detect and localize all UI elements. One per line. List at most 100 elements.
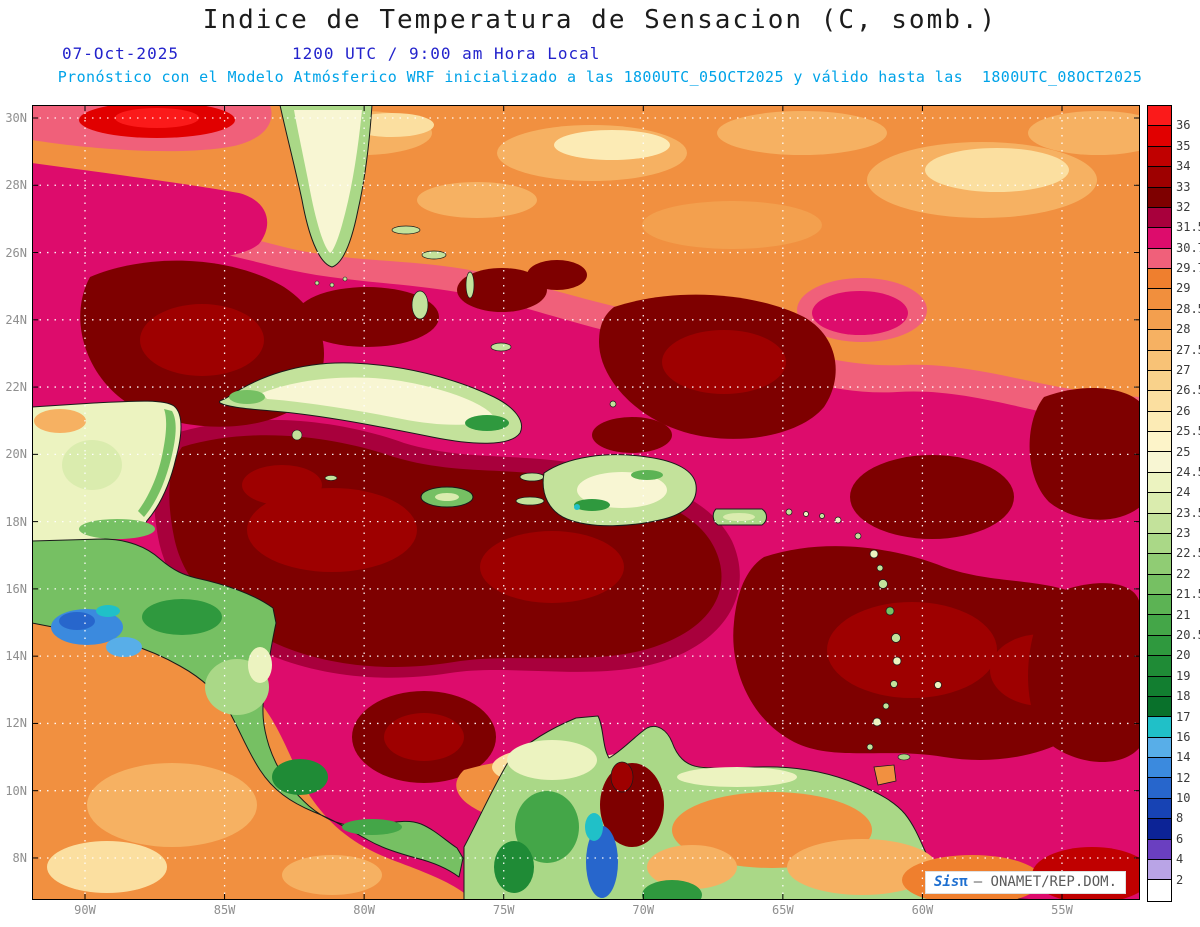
colorbar-swatch bbox=[1148, 798, 1171, 820]
colorbar-tick-label: 31.5 bbox=[1176, 220, 1200, 235]
colorbar-swatch bbox=[1148, 635, 1171, 657]
colorbar-tick-label: 28 bbox=[1176, 322, 1191, 337]
colorbar-tick-label: 27 bbox=[1176, 363, 1191, 377]
colorbar-swatch bbox=[1148, 472, 1171, 494]
colorbar-swatch bbox=[1148, 309, 1171, 331]
colorbar-swatch bbox=[1148, 778, 1171, 799]
colorbar-swatch bbox=[1148, 411, 1171, 432]
lat-label: 28N bbox=[5, 178, 27, 193]
colorbar-tick-label: 28.5 bbox=[1176, 301, 1200, 316]
colorbar-swatch bbox=[1148, 350, 1171, 371]
pi-symbol: π bbox=[959, 874, 968, 890]
colorbar-tick-label: 18 bbox=[1176, 689, 1191, 704]
colorbar-swatch bbox=[1148, 106, 1171, 127]
atlantic-heat-field bbox=[32, 105, 1140, 427]
page-title: Indice de Temperatura de Sensacion (C, s… bbox=[202, 5, 998, 35]
jamaica-island bbox=[420, 486, 474, 508]
caribbean-heat-maxima bbox=[80, 260, 1140, 783]
colorbar-tick-label: 14 bbox=[1176, 750, 1191, 765]
colorbar-swatch bbox=[1148, 269, 1171, 290]
watermark: Sisπ – ONAMET/REP.DOM. bbox=[924, 871, 1126, 894]
colorbar-tick-label: 32 bbox=[1176, 199, 1191, 214]
colorbar-tick-label: 21.5 bbox=[1176, 587, 1200, 602]
lon-axis: 90W 85W 80W 75W 70W 65W 60W 55W bbox=[32, 903, 1140, 921]
date-label: 07-Oct-2025 bbox=[62, 44, 179, 63]
colorbar-tick-label: 20 bbox=[1176, 648, 1191, 663]
lon-label: 70W bbox=[632, 903, 655, 917]
colorbar-swatch bbox=[1148, 819, 1171, 840]
colorbar-swatch bbox=[1148, 432, 1171, 453]
isle-of-youth bbox=[291, 429, 303, 441]
colorbar-swatch bbox=[1148, 513, 1171, 534]
gulf-heat-field bbox=[32, 105, 272, 261]
colorbar-tick-label: 26 bbox=[1176, 403, 1191, 418]
central-america-landmass bbox=[32, 538, 464, 878]
forecast-label: Pronóstico con el Modelo Atmósferico WRF… bbox=[57, 68, 1143, 86]
lat-label: 26N bbox=[5, 245, 27, 260]
lat-label: 10N bbox=[5, 783, 27, 798]
colorbar-swatch bbox=[1148, 493, 1171, 514]
colorbar-swatch bbox=[1148, 839, 1171, 860]
colorbar-tick-label: 22 bbox=[1176, 566, 1191, 581]
map-frame bbox=[32, 105, 1140, 900]
lake-enriquillo bbox=[574, 504, 580, 510]
colorbar-swatch bbox=[1148, 452, 1171, 473]
lat-label: 30N bbox=[5, 111, 27, 125]
lon-label: 85W bbox=[213, 903, 236, 917]
colorbar-swatch bbox=[1148, 595, 1171, 616]
colorbar-tick-label: 4 bbox=[1176, 852, 1184, 867]
andes-cold-strip bbox=[586, 826, 618, 898]
colorbar-swatch bbox=[1148, 207, 1171, 229]
colorbar-swatch bbox=[1148, 737, 1171, 758]
colorbar-tick-label: 17 bbox=[1176, 709, 1191, 724]
lat-label: 16N bbox=[5, 581, 27, 596]
colorbar-tick-label: 12 bbox=[1176, 770, 1191, 785]
florida-peninsula bbox=[279, 105, 373, 288]
colorbar-swatch bbox=[1148, 717, 1171, 738]
sispi-logo: Sis bbox=[933, 874, 960, 890]
colorbar-swatch bbox=[1148, 696, 1171, 718]
colorbar-tick-label: 24 bbox=[1176, 485, 1191, 500]
colorbar-swatch bbox=[1148, 248, 1171, 269]
hispaniola-island bbox=[515, 454, 697, 527]
colorbar-swatch bbox=[1148, 289, 1171, 310]
time-label: 1200 UTC / 9:00 am Hora Local bbox=[292, 44, 601, 63]
colorbar-tick-label: 25 bbox=[1176, 444, 1191, 459]
colorbar-tick-label: 35 bbox=[1176, 138, 1191, 153]
colorbar-tick-label: 20.5 bbox=[1176, 628, 1200, 642]
trinidad-tobago-islands bbox=[873, 753, 911, 786]
colorbar-swatch bbox=[1148, 676, 1171, 697]
lat-label: 22N bbox=[5, 380, 27, 395]
colorbar-tick-label: 26.5 bbox=[1176, 383, 1200, 398]
lat-label: 14N bbox=[5, 649, 27, 664]
lon-label: 55W bbox=[1051, 903, 1073, 917]
lat-label: 18N bbox=[5, 514, 27, 529]
colorbar-tick-label: 25.5 bbox=[1176, 424, 1200, 439]
colorbar-swatch bbox=[1148, 228, 1171, 249]
colorbar-swatch bbox=[1148, 656, 1171, 677]
colorbar-tick-label: 2 bbox=[1176, 872, 1184, 887]
colorbar-tick-label: 29 bbox=[1176, 281, 1191, 296]
colorbar-tick-label: 29.7 bbox=[1176, 261, 1200, 276]
colorbar-labels: 363534333231.530.729.72928.52827.52726.5… bbox=[1176, 105, 1200, 900]
cayman-islands bbox=[324, 475, 338, 481]
lon-label: 75W bbox=[492, 903, 515, 917]
lat-label: 8N bbox=[12, 850, 27, 865]
yucatan-peninsula bbox=[32, 400, 182, 543]
colorbar-swatch bbox=[1148, 880, 1171, 901]
colorbar-tick-label: 30.7 bbox=[1176, 240, 1200, 255]
colorbar-tick-label: 33 bbox=[1176, 179, 1191, 194]
lon-label: 90W bbox=[74, 903, 96, 917]
lesser-antilles-islands bbox=[785, 508, 942, 751]
colorbar-swatch bbox=[1148, 146, 1171, 168]
lon-label: 80W bbox=[353, 903, 375, 917]
colorbar-tick-label: 23.5 bbox=[1176, 505, 1200, 520]
lake-maracaibo bbox=[610, 761, 634, 793]
map-area: Sisπ – ONAMET/REP.DOM. bbox=[32, 105, 1140, 900]
cuba-island bbox=[219, 362, 522, 481]
lon-label: 65W bbox=[772, 903, 794, 917]
bahamas-islands bbox=[391, 225, 617, 408]
colorbar-swatch bbox=[1148, 330, 1171, 351]
colorbar-tick-label: 16 bbox=[1176, 729, 1191, 744]
